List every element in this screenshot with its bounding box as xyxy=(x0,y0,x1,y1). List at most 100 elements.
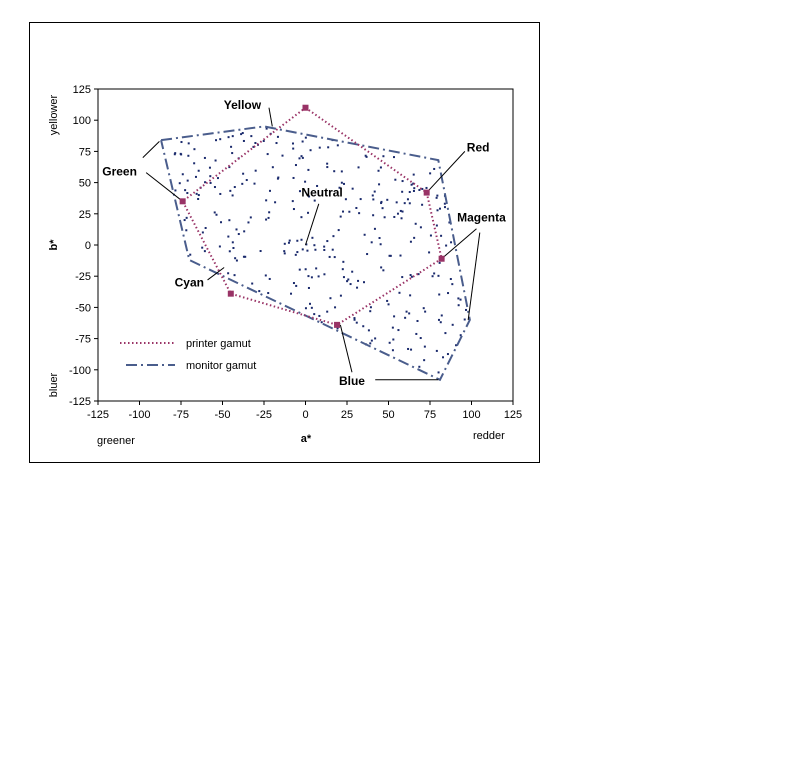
sample-point xyxy=(463,318,466,321)
sample-point xyxy=(231,135,234,138)
sample-point xyxy=(268,277,271,280)
sample-point xyxy=(396,212,399,215)
sample-point xyxy=(438,261,441,264)
sample-point xyxy=(343,182,346,185)
sample-point xyxy=(174,189,177,192)
x-tick-label: 50 xyxy=(382,409,394,421)
sample-point xyxy=(423,359,426,362)
sample-point xyxy=(378,183,381,186)
sample-point xyxy=(435,349,438,352)
sample-point xyxy=(306,193,309,196)
sample-point xyxy=(451,323,454,326)
sample-point xyxy=(301,140,304,143)
sample-point xyxy=(313,244,316,247)
sample-point xyxy=(185,229,188,232)
sample-point xyxy=(408,190,411,193)
sample-point xyxy=(369,310,372,313)
sample-point xyxy=(410,348,413,351)
sample-point xyxy=(445,244,448,247)
sample-point xyxy=(304,136,307,139)
sample-point xyxy=(400,217,403,220)
sample-point xyxy=(408,202,411,205)
sample-point xyxy=(367,329,370,332)
sample-point xyxy=(292,282,295,285)
label-cyan: Cyan xyxy=(175,275,204,289)
label-red: Red xyxy=(467,141,490,155)
sample-point xyxy=(435,196,438,199)
sample-point xyxy=(433,272,436,275)
sample-point xyxy=(227,136,230,139)
sample-point xyxy=(189,253,192,256)
sample-point xyxy=(250,135,253,138)
sample-point xyxy=(410,275,413,278)
sample-point xyxy=(424,310,427,313)
leader-line-yellow xyxy=(268,107,273,127)
sample-point xyxy=(440,234,443,237)
x-tick-label: 0 xyxy=(302,409,308,421)
leader-line-magenta xyxy=(467,232,481,320)
label-neutral: Neutral xyxy=(301,186,342,200)
sample-point xyxy=(183,219,186,222)
marker-magenta xyxy=(438,255,445,262)
sample-point xyxy=(181,173,184,176)
y-tick-label: 50 xyxy=(79,178,91,190)
sample-point xyxy=(294,253,297,256)
sample-point xyxy=(404,316,407,319)
sample-point xyxy=(459,298,462,301)
sample-point xyxy=(346,280,349,283)
sample-point xyxy=(412,182,415,185)
sample-point xyxy=(304,180,307,183)
sample-point xyxy=(380,202,383,205)
sample-point xyxy=(349,283,352,286)
sample-point xyxy=(333,256,336,259)
sample-point xyxy=(228,166,231,169)
sample-point xyxy=(409,274,412,277)
sample-point xyxy=(281,154,284,157)
sample-point xyxy=(437,318,440,321)
sample-point xyxy=(313,199,316,202)
sample-point xyxy=(421,187,424,190)
sample-point xyxy=(296,239,299,242)
sample-point xyxy=(228,219,231,222)
sample-point xyxy=(291,200,294,203)
sample-point xyxy=(290,292,293,295)
sample-point xyxy=(254,141,257,144)
sample-point xyxy=(388,254,391,257)
sample-point xyxy=(459,334,462,337)
sample-point xyxy=(276,177,279,180)
sample-point xyxy=(268,211,271,214)
sample-point xyxy=(435,224,438,227)
sample-point xyxy=(232,246,235,249)
x-axis-title: a* xyxy=(301,433,312,445)
sample-point xyxy=(187,154,190,157)
sample-point xyxy=(418,189,421,192)
sample-point xyxy=(443,202,446,205)
y-tick-label: 75 xyxy=(79,146,91,158)
sample-point xyxy=(306,249,309,252)
sample-point xyxy=(329,297,332,300)
sample-point xyxy=(309,149,312,152)
sample-point xyxy=(366,253,369,256)
sample-point xyxy=(378,237,381,240)
sample-point xyxy=(332,235,335,238)
sample-point xyxy=(369,306,372,309)
sample-point xyxy=(295,284,298,287)
sample-point xyxy=(203,250,206,253)
sample-point xyxy=(307,275,310,278)
sample-point xyxy=(412,189,415,192)
sample-point xyxy=(437,371,440,374)
sample-point xyxy=(301,248,304,251)
sample-point xyxy=(231,241,234,244)
sample-point xyxy=(300,216,303,219)
primary-markers xyxy=(179,104,445,328)
sample-point xyxy=(304,268,307,271)
sample-point xyxy=(186,179,189,182)
sample-point xyxy=(234,257,237,260)
sample-point xyxy=(193,162,196,165)
chart-frame: -125 -100 -75 -50 -25 0 25 50 75 100 125 -125 -100 -7… xyxy=(29,22,540,463)
sample-point xyxy=(340,170,343,173)
sample-point xyxy=(336,327,339,330)
sample-point xyxy=(266,153,269,156)
sample-point xyxy=(326,310,329,313)
marker-cyan xyxy=(227,290,234,297)
